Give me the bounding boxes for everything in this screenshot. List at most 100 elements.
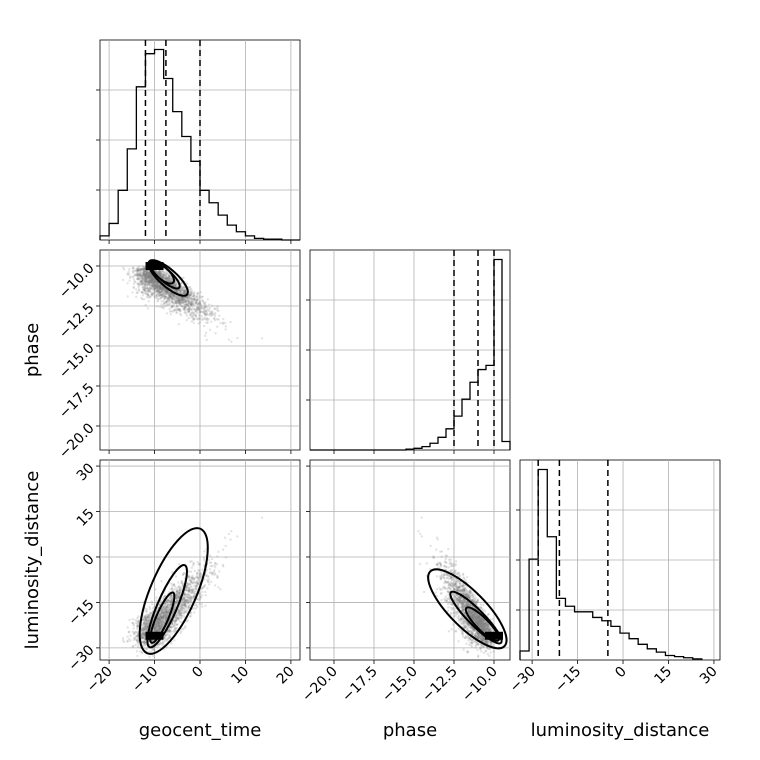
sample-point bbox=[207, 558, 211, 561]
x-tick-label: 15 bbox=[651, 664, 675, 688]
sample-point bbox=[159, 287, 163, 290]
sample-point bbox=[215, 563, 219, 566]
sample-point bbox=[146, 275, 149, 278]
sample-point bbox=[150, 276, 153, 279]
sample-point bbox=[159, 619, 162, 622]
sample-point bbox=[202, 556, 206, 560]
sample-point bbox=[151, 278, 155, 281]
sample-point bbox=[174, 301, 177, 304]
sample-point bbox=[149, 287, 153, 290]
sample-point bbox=[156, 284, 159, 287]
sample-point bbox=[195, 310, 198, 313]
sample-point bbox=[142, 622, 145, 625]
sample-point bbox=[175, 593, 178, 597]
sample-point bbox=[202, 302, 206, 306]
sample-point bbox=[194, 314, 197, 317]
sample-point bbox=[162, 287, 166, 291]
sample-point bbox=[140, 291, 143, 294]
sample-point bbox=[189, 291, 192, 295]
sample-point bbox=[183, 308, 187, 311]
sample-point bbox=[141, 265, 144, 268]
sample-point bbox=[190, 579, 194, 583]
sample-point bbox=[145, 276, 148, 280]
sample-point bbox=[202, 310, 206, 313]
sample-point bbox=[161, 619, 164, 623]
sample-point bbox=[169, 313, 173, 316]
sample-point bbox=[158, 270, 161, 273]
sample-point bbox=[142, 266, 146, 269]
sample-point bbox=[137, 273, 140, 276]
sample-point bbox=[156, 290, 160, 293]
sample-point bbox=[148, 280, 151, 284]
sample-point bbox=[209, 314, 213, 317]
sample-point bbox=[165, 292, 169, 296]
sample-point bbox=[131, 266, 134, 269]
sample-point bbox=[161, 617, 164, 620]
sample-point bbox=[198, 302, 201, 305]
sample-point bbox=[150, 284, 154, 288]
sample-point bbox=[179, 290, 183, 293]
sample-point bbox=[168, 302, 171, 306]
sample-point bbox=[166, 603, 170, 606]
sample-point bbox=[214, 312, 217, 315]
sample-point bbox=[182, 297, 186, 300]
sample-point bbox=[156, 626, 159, 629]
sample-point bbox=[169, 296, 173, 299]
sample-point bbox=[134, 643, 137, 647]
sample-point bbox=[157, 272, 161, 275]
sample-point bbox=[170, 587, 174, 591]
sample-point bbox=[156, 287, 159, 291]
sample-point bbox=[188, 306, 191, 310]
sample-point bbox=[159, 272, 163, 276]
sample-point bbox=[167, 599, 171, 602]
sample-point bbox=[176, 301, 179, 305]
sample-point bbox=[216, 308, 219, 312]
sample-point bbox=[187, 296, 191, 300]
sample-point bbox=[148, 276, 151, 279]
sample-point bbox=[200, 306, 203, 310]
sample-point bbox=[163, 622, 166, 625]
sample-point bbox=[186, 302, 189, 305]
sample-point bbox=[146, 621, 149, 624]
sample-point bbox=[140, 633, 144, 636]
sample-point bbox=[156, 623, 159, 627]
sample-point bbox=[151, 277, 155, 281]
sample-point bbox=[148, 278, 152, 282]
sample-point bbox=[128, 279, 131, 282]
sample-point bbox=[162, 617, 165, 620]
sample-point bbox=[151, 276, 154, 279]
sample-point bbox=[147, 289, 151, 293]
sample-point bbox=[191, 316, 194, 319]
sample-point bbox=[155, 629, 159, 633]
sample-point bbox=[203, 312, 207, 316]
sample-point bbox=[180, 305, 184, 308]
sample-point bbox=[160, 288, 163, 292]
sample-point bbox=[162, 293, 165, 296]
sample-point bbox=[145, 271, 148, 274]
sample-point bbox=[139, 277, 142, 280]
sample-point bbox=[158, 291, 161, 294]
sample-point bbox=[144, 642, 147, 646]
sample-point bbox=[162, 620, 165, 623]
sample-point bbox=[211, 310, 214, 313]
sample-point bbox=[173, 628, 176, 632]
sample-point bbox=[156, 271, 159, 275]
sample-point bbox=[189, 308, 192, 311]
sample-point bbox=[159, 621, 162, 625]
sample-point bbox=[146, 293, 150, 296]
sample-point bbox=[136, 282, 139, 285]
sample-point bbox=[144, 627, 147, 631]
sample-point bbox=[155, 284, 159, 288]
sample-point bbox=[164, 292, 167, 296]
sample-point bbox=[147, 283, 150, 287]
sample-point bbox=[167, 297, 170, 300]
sample-point bbox=[187, 309, 191, 313]
sample-point bbox=[156, 270, 160, 274]
sample-point bbox=[201, 310, 204, 313]
sample-point bbox=[164, 295, 167, 299]
sample-point bbox=[192, 312, 195, 315]
sample-point bbox=[164, 606, 167, 610]
sample-point bbox=[158, 286, 161, 290]
sample-point bbox=[191, 314, 194, 318]
sample-point bbox=[181, 299, 184, 302]
